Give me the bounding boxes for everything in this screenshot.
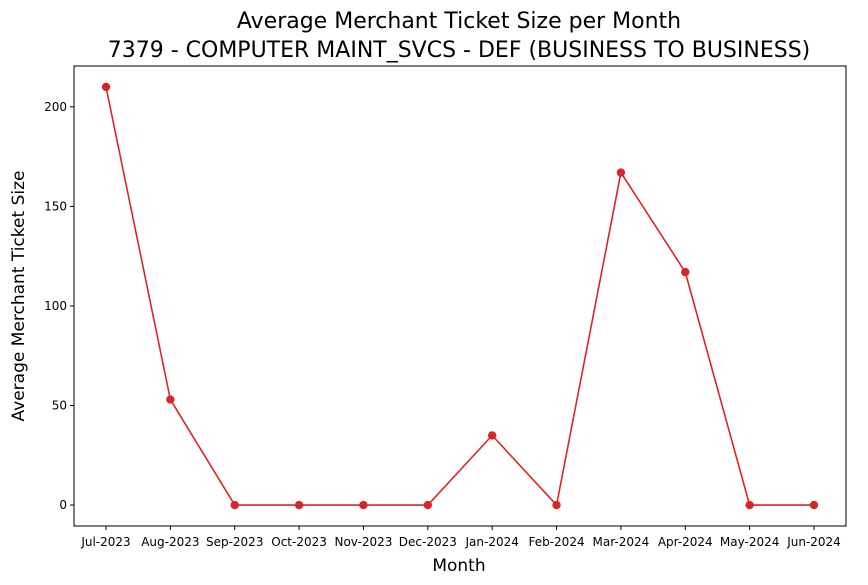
chart-title: Average Merchant Ticket Size per Month <box>237 9 681 34</box>
data-point <box>487 431 497 440</box>
data-point <box>423 500 433 510</box>
data-point <box>230 500 239 510</box>
x-tick-label: Sep-2023 <box>206 535 264 549</box>
x-tick-label: Feb-2024 <box>528 535 584 549</box>
x-tick-label: Aug-2023 <box>141 535 199 549</box>
y-tick-label: 100 <box>44 299 67 313</box>
data-point <box>745 500 754 510</box>
data-point <box>809 500 819 510</box>
data-point <box>681 267 690 277</box>
x-tick-label: Oct-2023 <box>271 535 327 549</box>
data-point <box>359 500 368 510</box>
y-axis-label: Average Merchant Ticket Size <box>9 171 29 422</box>
x-tick-label: Dec-2023 <box>399 535 457 549</box>
series-line <box>105 86 814 507</box>
x-tick-label: Jun-2024 <box>786 535 841 549</box>
data-point <box>166 395 175 404</box>
y-tick-label: 50 <box>52 399 67 413</box>
data-point <box>294 500 304 510</box>
y-tick-label: 0 <box>59 498 67 512</box>
x-tick-label: Nov-2023 <box>334 535 392 549</box>
x-tick-label: May-2024 <box>720 535 779 549</box>
data-point <box>552 500 561 510</box>
plot-area: 0 50 100 150 200 Jul-2023 Aug-2023 Sep-2023 Oct-… <box>44 65 847 549</box>
y-tick-label: 150 <box>44 199 67 213</box>
x-tick-label: Apr-2024 <box>658 535 713 549</box>
plot-frame <box>73 65 847 527</box>
y-tick-label: 200 <box>44 100 67 114</box>
x-axis-label: Month <box>432 556 485 576</box>
x-tick-label: Jul-2023 <box>80 535 130 549</box>
x-tick-label: Jan-2024 <box>464 535 518 549</box>
x-tick-label: Mar-2024 <box>593 535 650 549</box>
chart-subtitle: 7379 - COMPUTER MAINT_SVCS - DEF (BUSINE… <box>108 38 811 63</box>
data-point <box>101 82 111 92</box>
data-point <box>616 168 626 177</box>
